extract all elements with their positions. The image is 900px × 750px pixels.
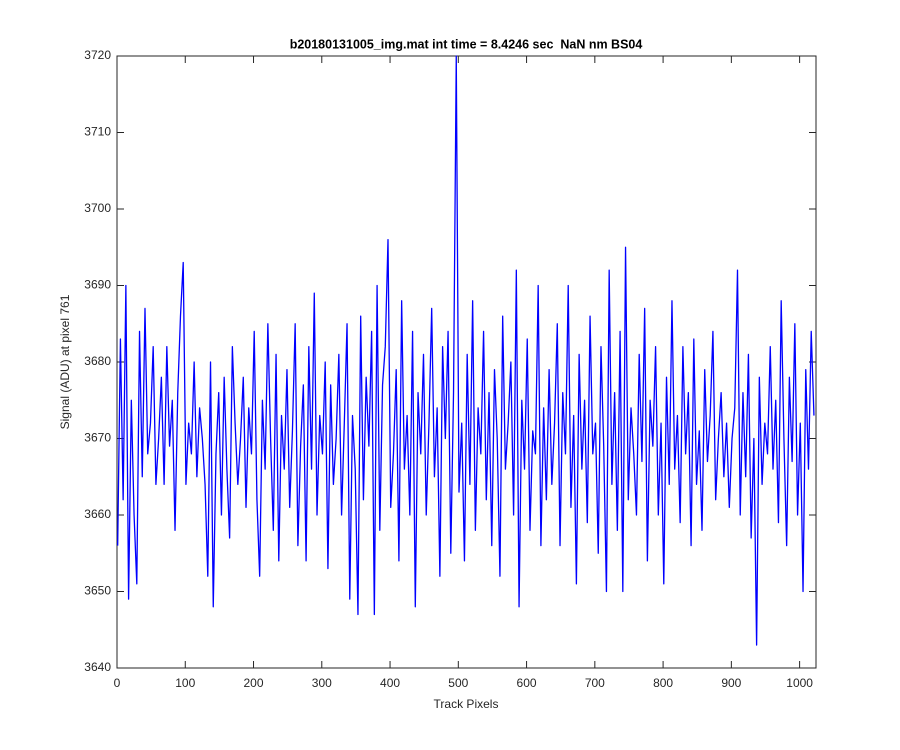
y-tick-label: 3720 <box>84 48 111 62</box>
y-tick-label: 3700 <box>84 201 111 215</box>
x-tick-label: 0 <box>114 676 121 690</box>
y-tick-label: 3640 <box>84 660 111 674</box>
x-tick-label: 400 <box>380 676 400 690</box>
data-line <box>117 55 815 646</box>
y-axis-label: Signal (ADU) at pixel 761 <box>58 294 72 429</box>
x-tick-label: 900 <box>721 676 741 690</box>
x-tick-label: 100 <box>175 676 195 690</box>
chart-title: b20180131005_img.mat int time = 8.4246 s… <box>290 37 643 51</box>
x-tick-label: 300 <box>312 676 332 690</box>
y-tick-label: 3680 <box>84 354 111 368</box>
x-axis-label: Track Pixels <box>434 697 499 711</box>
y-tick-label: 3690 <box>84 278 111 292</box>
y-tick-label: 3710 <box>84 125 111 139</box>
x-tick-label: 700 <box>585 676 605 690</box>
y-tick-label: 3660 <box>84 507 111 521</box>
x-tick-label: 800 <box>653 676 673 690</box>
x-tick-label: 600 <box>517 676 537 690</box>
x-tick-label: 1000 <box>786 676 813 690</box>
x-tick-label: 500 <box>448 676 468 690</box>
y-tick-label: 3650 <box>84 584 111 598</box>
x-tick-label: 200 <box>244 676 264 690</box>
y-tick-label: 3670 <box>84 431 111 445</box>
